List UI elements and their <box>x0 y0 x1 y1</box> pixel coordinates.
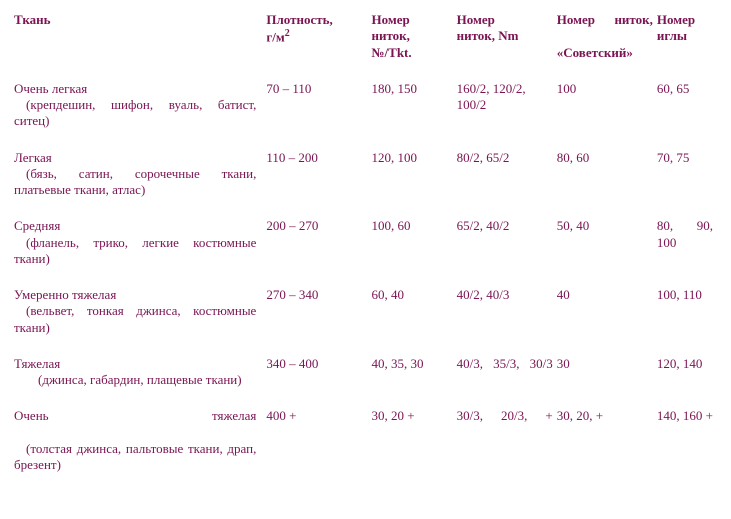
cell-needle: 80, 90, 100 <box>657 208 717 277</box>
cell-needle: 60, 65 <box>657 71 717 140</box>
cell-fabric: Тяжелая(джинса, габардин, плащевые ткани… <box>14 346 266 399</box>
cell-thread-nm: 40/2, 40/3 <box>457 277 557 346</box>
cell-fabric: Очень тяжелая(толстая джинса, пальтовые … <box>14 398 266 483</box>
fabric-desc: (фланель, трико, легкие костюмные ткани) <box>14 235 256 268</box>
fabric-desc: (толстая джинса, пальтовые ткани, драп, … <box>14 441 256 474</box>
header-label: Номер <box>371 12 409 27</box>
cell-density: 400 + <box>266 398 371 483</box>
fabric-desc: (джинса, габардин, плащевые ткани) <box>14 372 256 388</box>
cell-fabric: Средняя(фланель, трико, легкие костюмные… <box>14 208 266 277</box>
cell-thread-sov: 80, 60 <box>557 140 657 209</box>
cell-density: 110 – 200 <box>266 140 371 209</box>
header-label-sup: 2 <box>285 28 290 39</box>
fabric-name: Средняя <box>14 218 256 234</box>
cell-thread-nm: 65/2, 40/2 <box>457 208 557 277</box>
cell-needle: 100, 110 <box>657 277 717 346</box>
col-thread-nm: Номер ниток, Nm <box>457 12 557 71</box>
col-needle: Номер иглы <box>657 12 717 71</box>
cell-needle: 140, 160 + <box>657 398 717 483</box>
table-row: Тяжелая(джинса, габардин, плащевые ткани… <box>14 346 717 399</box>
header-label: №/Tkt. <box>371 45 411 60</box>
cell-thread-nm: 40/3, 35/3, 30/3 <box>457 346 557 399</box>
col-thread-tkt: Номер ниток, №/Tkt. <box>371 12 456 71</box>
cell-needle: 70, 75 <box>657 140 717 209</box>
header-label: Номер <box>557 12 595 27</box>
cell-thread-nm: 80/2, 65/2 <box>457 140 557 209</box>
cell-thread-sov: 30 <box>557 346 657 399</box>
cell-thread-sov: 30, 20, + <box>557 398 657 483</box>
fabric-desc: (крепдешин, шифон, вуаль, батист, ситец) <box>14 97 256 130</box>
cell-thread-sov: 50, 40 <box>557 208 657 277</box>
cell-fabric: Умеренно тяжелая(вельвет, тонкая джинса,… <box>14 277 266 346</box>
cell-thread-nm: 30/3, 20/3, + <box>457 398 557 483</box>
table-row: Легкая(бязь, сатин, сорочечные ткани, пл… <box>14 140 717 209</box>
cell-fabric: Легкая(бязь, сатин, сорочечные ткани, пл… <box>14 140 266 209</box>
col-fabric: Ткань <box>14 12 266 71</box>
table-row: Очень тяжелая(толстая джинса, пальтовые … <box>14 398 717 483</box>
header-label: г/м <box>266 30 284 45</box>
header-label: ниток, Nm <box>457 28 519 43</box>
header-label: иглы <box>657 28 687 43</box>
cell-thread-tkt: 180, 150 <box>371 71 456 140</box>
table-body: Очень легкая(крепдешин, шифон, вуаль, ба… <box>14 71 717 484</box>
fabric-desc: (вельвет, тонкая джинса, костюмные ткани… <box>14 303 256 336</box>
table-row: Средняя(фланель, трико, легкие костюмные… <box>14 208 717 277</box>
cell-fabric: Очень легкая(крепдешин, шифон, вуаль, ба… <box>14 71 266 140</box>
col-density: Плотность, г/м2 <box>266 12 371 71</box>
fabric-thread-table: Ткань Плотность, г/м2 Номер ниток, №/Tkt… <box>14 12 717 483</box>
cell-thread-sov: 40 <box>557 277 657 346</box>
cell-thread-sov: 100 <box>557 71 657 140</box>
header-label: Номер <box>657 12 695 27</box>
cell-thread-tkt: 100, 60 <box>371 208 456 277</box>
fabric-name: Легкая <box>14 150 256 166</box>
fabric-name: Очень легкая <box>14 81 256 97</box>
fabric-desc: (бязь, сатин, сорочечные ткани, платьевы… <box>14 166 256 199</box>
header-label: ниток, <box>614 12 652 27</box>
cell-thread-nm: 160/2, 120/2, 100/2 <box>457 71 557 140</box>
header-label: ниток, <box>371 28 409 43</box>
header-label: Плотность, <box>266 12 332 27</box>
header-label: Номер <box>457 12 495 27</box>
cell-density: 340 – 400 <box>266 346 371 399</box>
cell-thread-tkt: 120, 100 <box>371 140 456 209</box>
cell-density: 200 – 270 <box>266 208 371 277</box>
cell-needle: 120, 140 <box>657 346 717 399</box>
fabric-name: Очень тяжелая <box>14 408 256 441</box>
header-label: «Советский» <box>557 45 633 60</box>
table-row: Умеренно тяжелая(вельвет, тонкая джинса,… <box>14 277 717 346</box>
fabric-name: Тяжелая <box>14 356 256 372</box>
cell-thread-tkt: 30, 20 + <box>371 398 456 483</box>
table-row: Очень легкая(крепдешин, шифон, вуаль, ба… <box>14 71 717 140</box>
cell-thread-tkt: 40, 35, 30 <box>371 346 456 399</box>
cell-density: 70 – 110 <box>266 71 371 140</box>
cell-density: 270 – 340 <box>266 277 371 346</box>
table-header-row: Ткань Плотность, г/м2 Номер ниток, №/Tkt… <box>14 12 717 71</box>
header-label: Ткань <box>14 12 51 27</box>
fabric-name: Умеренно тяжелая <box>14 287 256 303</box>
cell-thread-tkt: 60, 40 <box>371 277 456 346</box>
col-thread-sov: Номер ниток, «Советский» <box>557 12 657 71</box>
fabric-thread-table-page: Ткань Плотность, г/м2 Номер ниток, №/Tkt… <box>0 0 731 519</box>
